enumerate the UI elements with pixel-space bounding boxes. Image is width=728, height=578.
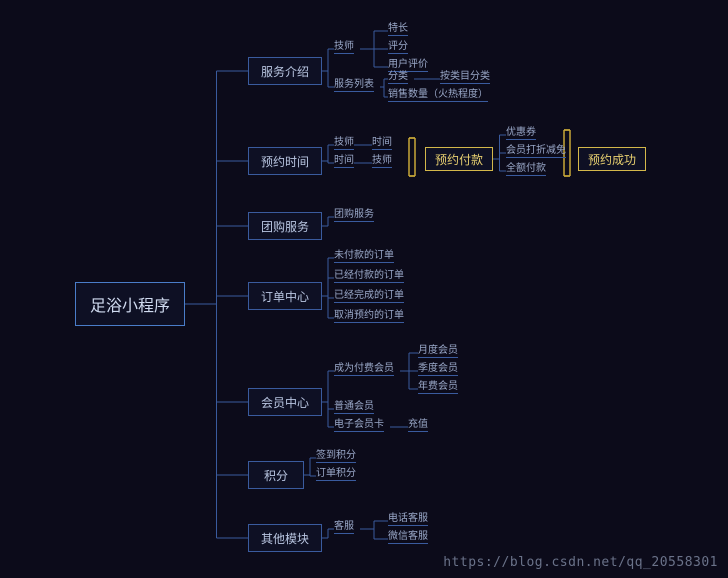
watermark: https://blog.csdn.net/qq_20558301 (443, 555, 718, 570)
mindmap-leaf: 年费会员 (418, 377, 458, 394)
mindmap-leaf: 电子会员卡 (334, 415, 384, 432)
mindmap-leaf: 已经完成的订单 (334, 286, 404, 303)
mindmap-leaf: 成为付费会员 (334, 359, 394, 376)
mindmap-node: 预约时间 (248, 147, 322, 175)
mindmap-node: 预约付款 (425, 147, 493, 171)
mindmap-leaf: 普通会员 (334, 397, 374, 414)
mindmap-leaf: 技师 (372, 151, 392, 168)
mindmap-leaf: 订单积分 (316, 464, 356, 481)
mindmap-leaf: 按类目分类 (440, 67, 490, 84)
mindmap-leaf: 评分 (388, 37, 408, 54)
mindmap-node: 会员中心 (248, 388, 322, 416)
mindmap-leaf: 微信客服 (388, 527, 428, 544)
mindmap-leaf: 取消预约的订单 (334, 306, 404, 323)
mindmap-leaf: 会员打折减免 (506, 141, 566, 158)
mindmap-leaf: 电话客服 (388, 509, 428, 526)
mindmap-leaf: 客服 (334, 517, 354, 534)
mindmap-node: 足浴小程序 (75, 282, 185, 326)
mindmap-leaf: 充值 (408, 415, 428, 432)
mindmap-leaf: 全额付款 (506, 159, 546, 176)
mindmap-node: 其他模块 (248, 524, 322, 552)
mindmap-node: 服务介绍 (248, 57, 322, 85)
mindmap-leaf: 服务列表 (334, 75, 374, 92)
mindmap-leaf: 签到积分 (316, 446, 356, 463)
mindmap-leaf: 技师 (334, 133, 354, 150)
mindmap-leaf: 月度会员 (418, 341, 458, 358)
mindmap-leaf: 时间 (372, 133, 392, 150)
mindmap-leaf: 已经付款的订单 (334, 266, 404, 283)
mindmap-leaf: 团购服务 (334, 205, 374, 222)
mindmap-leaf: 特长 (388, 19, 408, 36)
mindmap-leaf: 技师 (334, 37, 354, 54)
mindmap-leaf: 季度会员 (418, 359, 458, 376)
mindmap-node: 积分 (248, 461, 304, 489)
mindmap-node: 订单中心 (248, 282, 322, 310)
mindmap-leaf: 优惠券 (506, 123, 536, 140)
mindmap-leaf: 未付款的订单 (334, 246, 394, 263)
mindmap-node: 预约成功 (578, 147, 646, 171)
mindmap-leaf: 分类 (388, 67, 408, 84)
mindmap-leaf: 时间 (334, 151, 354, 168)
mindmap-node: 团购服务 (248, 212, 322, 240)
mindmap-leaf: 销售数量（火热程度） (388, 85, 488, 102)
